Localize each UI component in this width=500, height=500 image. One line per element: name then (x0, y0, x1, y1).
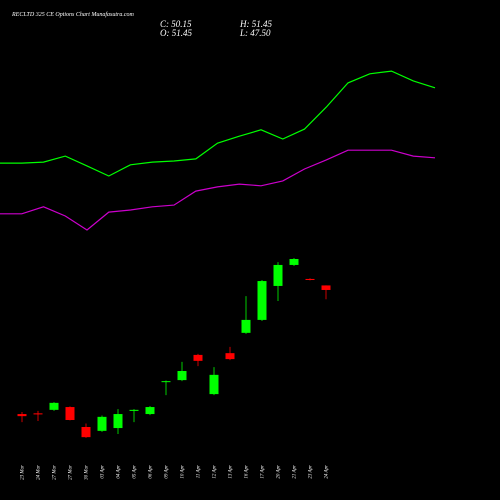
x-tick-label: 12 Apr (213, 465, 218, 479)
header-open: O: 51.45 (160, 28, 192, 38)
overlay-line (0, 70, 436, 177)
x-tick-label: 05 Apr (133, 465, 138, 479)
x-tick-label: 21 Apr (293, 465, 298, 479)
chart-title: RECLTD 325 CE Options Chart Munafasutra.… (11, 11, 135, 18)
candle-body (321, 285, 331, 290)
candle-body (161, 381, 171, 383)
x-tick-label: 03 Apr (101, 465, 106, 479)
candle-body (273, 264, 283, 286)
candle-body (209, 374, 219, 395)
x-tick-label: 10 Apr (181, 465, 186, 479)
x-tick-label: 16 Apr (245, 465, 250, 479)
candle-body (177, 371, 187, 381)
x-tick-label: 04 Apr (117, 465, 122, 479)
candle-body (145, 407, 155, 415)
candle-body (49, 402, 59, 410)
candle-body (97, 416, 107, 431)
candle-body (241, 319, 251, 333)
x-tick-label: 06 Apr (149, 465, 154, 479)
candle-body (289, 259, 299, 265)
candle-body (33, 413, 43, 415)
x-tick-label: 17 Apr (261, 465, 266, 479)
x-tick-label: 23 Apr (309, 465, 314, 479)
overlay-line (0, 149, 436, 231)
x-tick-label: 09 Apr (165, 465, 170, 479)
header-high: H: 51.45 (239, 19, 272, 29)
candle-body (193, 354, 203, 361)
x-tick-label: 13 Apr (229, 465, 234, 479)
x-tick-label: 27 Mar (69, 465, 74, 480)
header-low: L: 47.50 (239, 28, 271, 38)
header-close: C: 50.15 (160, 19, 192, 29)
candle-body (225, 353, 235, 360)
candle-body (65, 407, 75, 420)
x-tick-label: 24 Apr (325, 465, 330, 479)
x-tick-label: 20 Apr (277, 465, 282, 479)
x-tick-label: 24 Mar (37, 465, 42, 480)
x-tick-label: 30 Mar (85, 465, 90, 480)
candle-body (17, 414, 27, 417)
candle-body (129, 409, 139, 411)
candle-body (305, 278, 315, 280)
x-tick-label: 23 Mar (21, 465, 26, 480)
candle-body (113, 414, 123, 429)
candle-body (257, 281, 267, 320)
candle-body (81, 427, 91, 438)
x-tick-label: 11 Apr (197, 465, 202, 478)
x-tick-label: 27 Mar (53, 465, 58, 480)
